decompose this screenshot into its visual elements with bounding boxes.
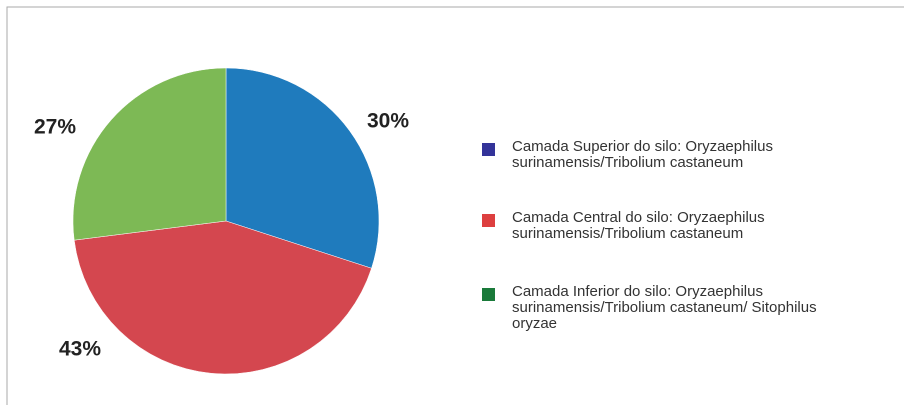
pie-slice: [72, 67, 227, 241]
legend-swatch: [482, 214, 495, 227]
pie-slice: [225, 67, 380, 269]
legend-item: Camada Central do silo: Oryzaephilus sur…: [482, 210, 842, 242]
pie-slice: [73, 220, 372, 375]
legend-label: Camada Inferior do silo: Oryzaephilus su…: [512, 283, 817, 332]
legend-swatch: [482, 288, 495, 301]
legend-item: Camada Superior do silo: Oryzaephilus su…: [482, 139, 842, 171]
legend-item: Camada Inferior do silo: Oryzaephilus su…: [482, 284, 842, 332]
legend-swatch: [482, 143, 495, 156]
value-label: 30%: [367, 110, 409, 133]
legend-label: Camada Superior do silo: Oryzaephilus su…: [512, 138, 773, 171]
value-label: 43%: [59, 338, 101, 361]
legend-label: Camada Central do silo: Oryzaephilus sur…: [512, 209, 765, 242]
value-label: 27%: [34, 116, 76, 139]
frame: [6, 6, 904, 405]
